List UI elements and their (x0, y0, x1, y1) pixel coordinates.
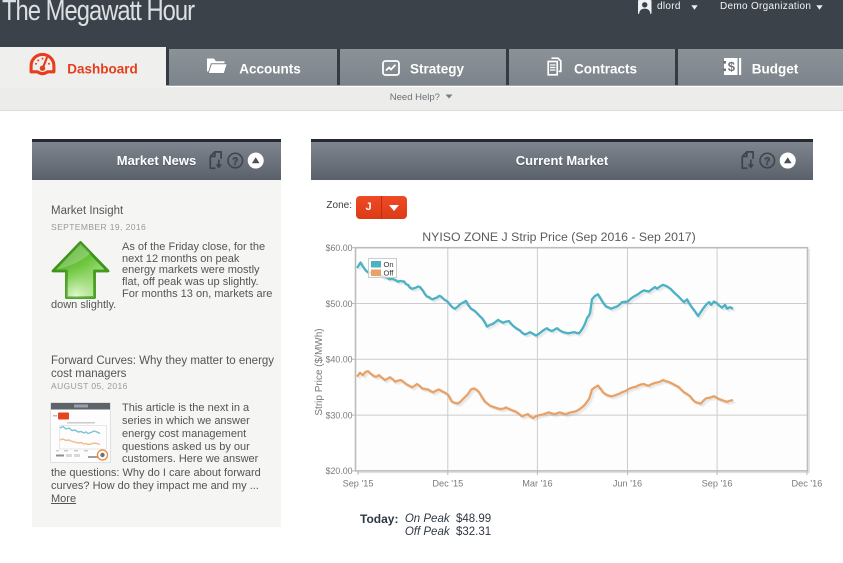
svg-text:$: $ (728, 59, 736, 74)
svg-text:?: ? (764, 155, 771, 167)
svg-text:Jun '16: Jun '16 (613, 479, 642, 489)
svg-text:Sep '16: Sep '16 (702, 479, 733, 489)
svg-text:Sep '15: Sep '15 (343, 479, 374, 489)
svg-text:Dec '15: Dec '15 (432, 479, 463, 489)
svg-text:On: On (384, 260, 394, 269)
svg-text:$60.00: $60.00 (326, 243, 353, 253)
svg-text:$20.00: $20.00 (326, 466, 353, 476)
svg-text:Strip Price ($/MWh): Strip Price ($/MWh) (314, 328, 325, 415)
svg-text:$50.00: $50.00 (326, 299, 353, 309)
svg-text:Dec '16: Dec '16 (791, 479, 822, 489)
svg-text:Mar '16: Mar '16 (522, 479, 552, 489)
svg-text:NYISO ZONE J Strip Price (Sep: NYISO ZONE J Strip Price (Sep 2016 - Sep… (422, 230, 695, 244)
svg-text:$30.00: $30.00 (326, 410, 353, 420)
svg-text:?: ? (232, 155, 239, 167)
svg-text:$40.00: $40.00 (326, 355, 353, 365)
svg-text:Off: Off (384, 269, 395, 278)
